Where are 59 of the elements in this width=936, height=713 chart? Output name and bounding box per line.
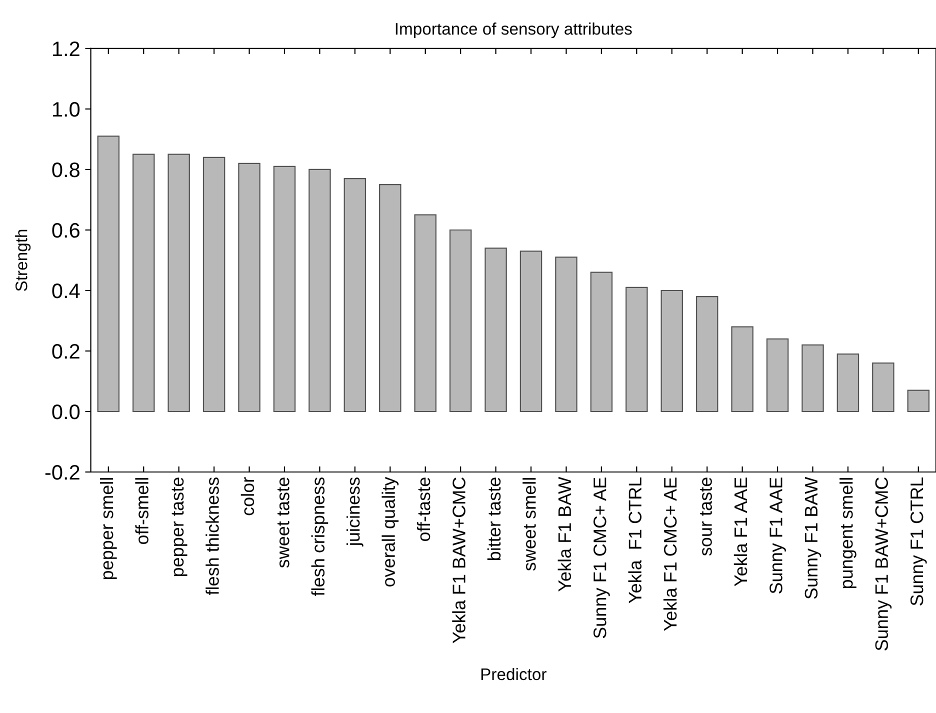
x-tick-label: Yekla F1 CMC+ AE <box>663 478 677 631</box>
bar <box>414 214 436 412</box>
y-tick-label: 1.2 <box>53 41 80 56</box>
bar <box>660 290 683 412</box>
x-tick-label: pepper taste <box>172 478 188 576</box>
y-tick-label: 0.2 <box>52 344 80 359</box>
x-tick-label: juiciness <box>346 478 364 547</box>
bar <box>132 154 155 412</box>
bar <box>97 136 120 412</box>
y-axis-title: Strength <box>15 230 31 291</box>
bar <box>344 178 366 412</box>
bar <box>484 248 507 412</box>
bar <box>308 168 331 412</box>
x-tick-label: bitter taste <box>487 478 501 560</box>
y-tick-label: 1.0 <box>53 102 80 117</box>
bar <box>238 162 260 412</box>
x-tick-label: overall quality <box>382 476 399 586</box>
bar <box>907 390 930 412</box>
chart-title: Importance of sensory attributes <box>396 22 632 38</box>
x-tick-label: color <box>240 477 254 516</box>
bar <box>520 250 542 412</box>
bar <box>802 344 824 412</box>
x-tick-label: Yekla F1 BAW+CMC <box>452 478 466 644</box>
bar <box>590 272 613 412</box>
bar <box>555 256 578 412</box>
y-tick-label: 0.8 <box>52 162 80 178</box>
y-tick-label: 0.0 <box>52 404 80 420</box>
x-tick-label: Sunny F1 BAW <box>804 476 822 599</box>
bar <box>379 184 402 412</box>
bar <box>766 338 789 412</box>
bar <box>168 154 190 412</box>
x-tick-label: sweet smell <box>522 478 536 571</box>
x-tick-label: Sunny F1 BAW+CMC <box>875 478 892 650</box>
bar <box>731 326 754 412</box>
x-tick-label: pepper smell <box>100 478 117 580</box>
y-tick-label: 0.4 <box>52 284 80 298</box>
x-tick-label: off-smell <box>135 478 148 544</box>
x-tick-label: flesh thickness <box>206 478 219 596</box>
x-tick-label: pungent smell <box>840 478 856 588</box>
bar <box>626 286 648 412</box>
x-tick-label: Sunny F1 CTRL <box>910 477 927 606</box>
x-tick-label: Yekla F1 BAW <box>558 476 572 592</box>
x-tick-label: sweet taste <box>277 478 290 568</box>
x-tick-label: Sunny F1 CMC+ AE <box>594 478 610 638</box>
x-tick-label: off-taste <box>416 478 430 542</box>
y-tick-label: 0.6 <box>52 222 80 238</box>
x-tick-label: flesh crispness <box>311 478 328 596</box>
bar <box>202 156 226 412</box>
x-axis-title: Predictor <box>481 668 546 680</box>
x-tick-label: Sunny F1 AAE <box>770 478 786 594</box>
bar <box>696 296 718 412</box>
bar <box>449 229 472 412</box>
x-tick-label: Yekla F1 CTRL <box>628 477 642 604</box>
y-tick-label: -0.2 <box>45 465 80 480</box>
x-tick-label: sour taste <box>700 478 712 556</box>
bar <box>273 166 296 412</box>
bar <box>872 362 894 412</box>
bar <box>836 353 860 412</box>
x-tick-label: Yekla F1 AAE <box>734 478 748 586</box>
